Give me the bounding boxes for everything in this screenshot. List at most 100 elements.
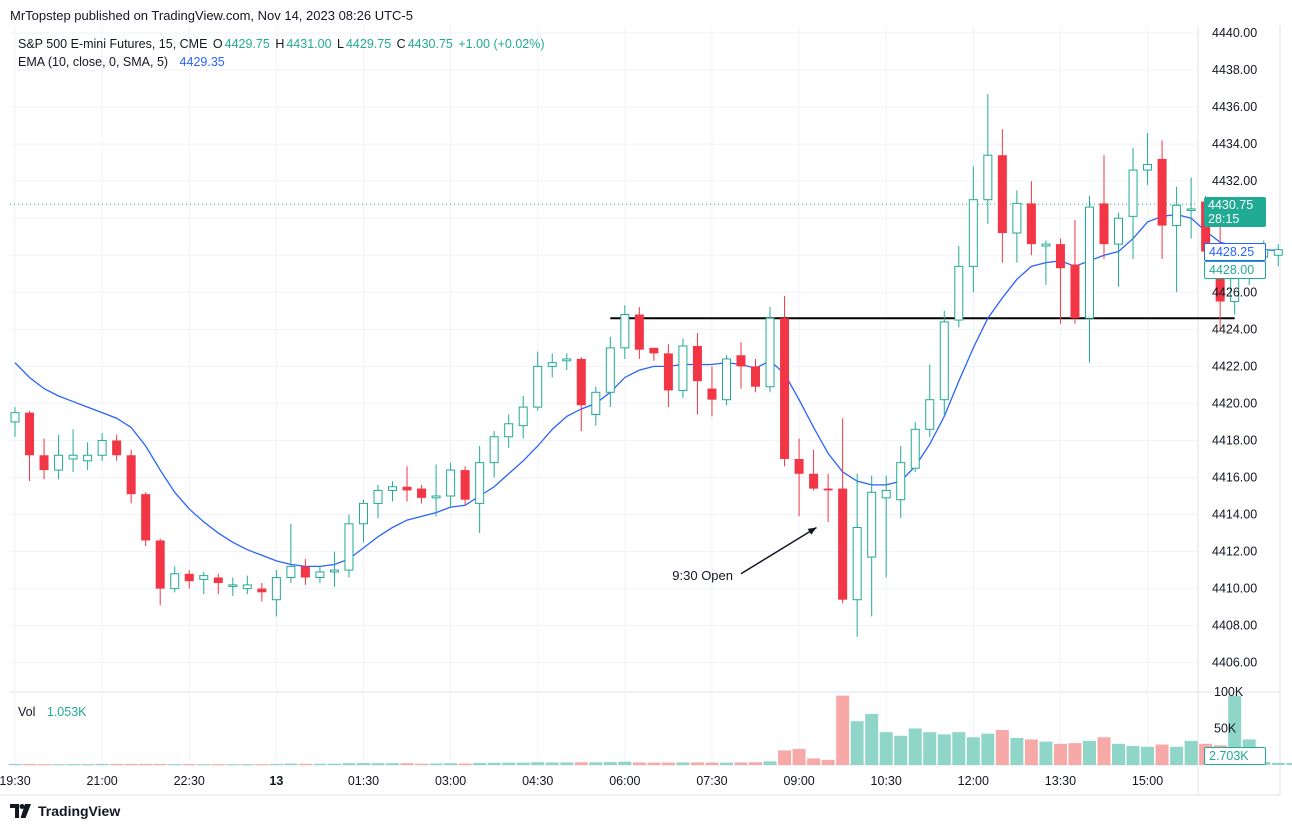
time-tick-label: 12:00 <box>958 774 989 788</box>
legend-close-value: 4430.75 <box>407 37 453 51</box>
volume-bar <box>1097 737 1111 765</box>
volume-bar <box>603 762 617 765</box>
volume-bar <box>386 763 400 765</box>
legend-volume[interactable]: Vol 1.053K <box>18 705 89 719</box>
candle-body-up <box>518 406 528 427</box>
candle-body-up <box>678 345 688 391</box>
candle-body-up <box>910 428 920 469</box>
candle-body-down <box>663 353 673 391</box>
volume-bar <box>719 762 733 765</box>
time-tick-label: 07:30 <box>696 774 727 788</box>
publisher-line: MrTopstep published on TradingView.com, … <box>10 8 413 23</box>
time-tick-label: 21:00 <box>86 774 117 788</box>
volume-bar <box>1039 741 1053 765</box>
volume-bar <box>966 737 980 765</box>
volume-bar <box>52 764 66 766</box>
price-tick-label: 4412.00 <box>1212 545 1257 559</box>
candle-body-down <box>751 366 761 387</box>
volume-bar <box>197 764 211 766</box>
price-tick-label: 4434.00 <box>1212 137 1257 151</box>
volume-bar <box>23 763 37 765</box>
annotation-arrow-head <box>807 527 817 535</box>
volume-bar <box>574 762 588 765</box>
volume-bar <box>110 763 124 765</box>
volume-bar <box>807 758 821 765</box>
volume-bar <box>313 763 327 765</box>
annotation[interactable]: 9:30 Open <box>672 526 817 583</box>
candle-body-down <box>1070 264 1080 319</box>
grid <box>0 26 1281 796</box>
volume-bar <box>763 761 777 765</box>
volume-bar <box>545 762 559 765</box>
volume-bar <box>1286 763 1292 765</box>
volume-bar <box>632 762 646 765</box>
candle-body-up <box>1172 204 1182 227</box>
legend-ohlc[interactable]: S&P 500 E-mini Futures, 15, CME O 4429.75… <box>18 37 547 51</box>
price-tick-label: 4432.00 <box>1212 174 1257 188</box>
price-tick-label: 4420.00 <box>1212 396 1257 410</box>
legend-ema[interactable]: EMA (10, close, 0, SMA, 5) 4429.35 <box>18 55 227 69</box>
volume-bar <box>473 762 487 765</box>
tradingview-footer[interactable]: TradingView <box>10 803 120 819</box>
candle-body-up <box>228 584 238 587</box>
candle-body-up <box>721 358 731 401</box>
candle-body-down <box>1026 203 1036 245</box>
candle-body-down <box>300 566 310 578</box>
candle-body-up <box>852 526 862 601</box>
candle-body-up <box>562 358 572 362</box>
time-tick-label: 03:00 <box>435 774 466 788</box>
volume-bar <box>821 759 835 765</box>
volume-bar <box>1184 740 1198 765</box>
candle-body-up <box>1084 206 1094 319</box>
volume-bar <box>444 763 458 765</box>
volume-bar <box>850 721 864 765</box>
candle-body-down <box>155 540 165 589</box>
candle-body-up <box>1128 169 1138 217</box>
annotation-text: 9:30 Open <box>672 568 733 583</box>
candle-body-up <box>388 486 398 491</box>
candle-body-up <box>1114 217 1124 245</box>
volume-bar <box>182 764 196 766</box>
candle-body-up <box>591 391 601 416</box>
time-tick-label: 19:30 <box>0 774 31 788</box>
volume-bar <box>342 763 356 765</box>
volume-bar <box>778 750 792 765</box>
volume-bar <box>937 734 951 765</box>
time-tick-label: 09:00 <box>783 774 814 788</box>
volume-bar <box>981 733 995 765</box>
volume-tick-label: 50K <box>1214 722 1237 736</box>
volume-bar <box>1155 744 1169 765</box>
candle-body-up <box>765 317 775 388</box>
price-tick-label: 4414.00 <box>1212 508 1257 522</box>
candle-body-down <box>794 458 804 474</box>
volume-bar <box>458 763 472 765</box>
candle-body-up <box>968 199 978 267</box>
volume-bar <box>749 762 763 765</box>
legend-change: +1.00 (+0.02%) <box>458 37 545 51</box>
price-tick-label: 4406.00 <box>1212 656 1257 670</box>
volume-bar <box>1010 737 1024 765</box>
volume-bar <box>1082 740 1096 765</box>
candle-body-up <box>1041 243 1051 247</box>
volume-bar <box>269 763 283 765</box>
candle-body-up <box>242 584 252 590</box>
ema-line <box>14 213 1279 568</box>
legend-ema-value: 4429.35 <box>179 55 225 69</box>
time-tick-label: 04:30 <box>522 774 553 788</box>
candle-body-up <box>504 423 514 438</box>
candle-body-up <box>867 491 877 558</box>
candle-body-down <box>1099 203 1109 245</box>
candle-body-up <box>925 399 935 430</box>
legend-close-label: C <box>396 37 406 51</box>
volume-bar <box>661 762 675 765</box>
volume-bar <box>792 748 806 765</box>
volume-bars <box>8 695 1292 766</box>
volume-bar <box>647 762 661 765</box>
volume-bar <box>836 695 850 765</box>
price-tick-label: 4408.00 <box>1212 619 1257 633</box>
volume-bar <box>952 732 966 765</box>
ema-price-tag: 4428.25 <box>1204 243 1266 261</box>
candle-body-up <box>620 314 630 349</box>
candles <box>10 94 1283 637</box>
